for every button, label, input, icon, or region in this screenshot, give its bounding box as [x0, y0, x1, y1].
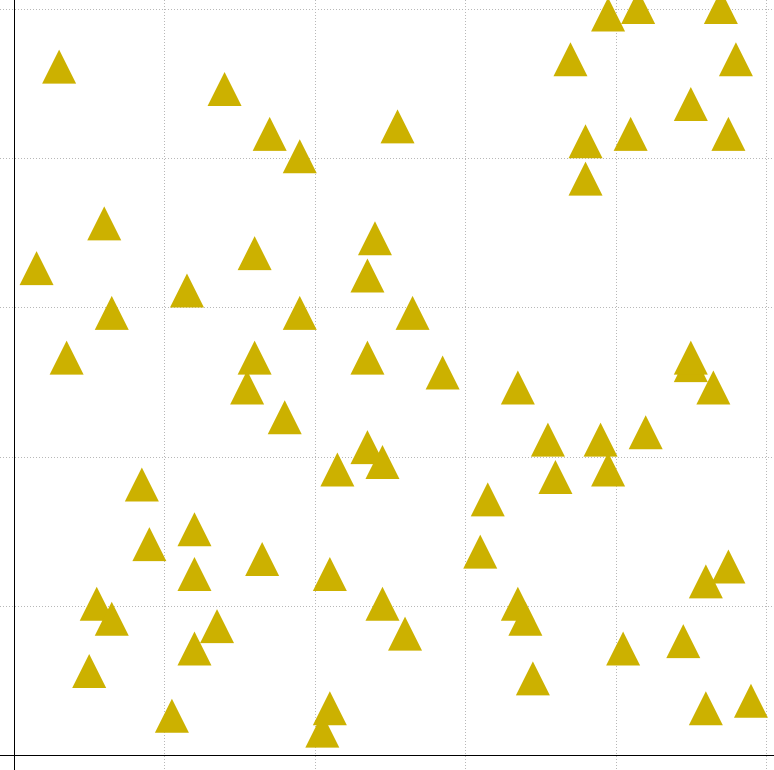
- data-point-marker: [155, 699, 189, 733]
- data-point-marker: [591, 0, 625, 31]
- data-point-marker: [358, 221, 392, 255]
- data-point-marker: [471, 482, 505, 516]
- data-point-marker: [388, 617, 422, 651]
- data-point-marker: [230, 370, 264, 404]
- data-point-marker: [674, 341, 708, 375]
- data-point-marker: [245, 542, 279, 576]
- data-points: [20, 0, 768, 748]
- data-point-marker: [463, 535, 497, 569]
- data-point-marker: [177, 512, 211, 546]
- data-point-marker: [538, 460, 572, 494]
- data-point-marker: [200, 609, 234, 643]
- data-point-marker: [350, 341, 384, 375]
- data-point-marker: [516, 661, 550, 695]
- data-point-marker: [177, 557, 211, 591]
- data-point-marker: [132, 527, 166, 561]
- data-point-marker: [606, 632, 640, 666]
- data-point-marker: [553, 42, 587, 76]
- data-point-marker: [283, 139, 317, 173]
- data-point-marker: [72, 654, 106, 688]
- data-point-marker: [734, 684, 768, 718]
- data-point-marker: [87, 206, 121, 240]
- data-point-marker: [689, 691, 723, 725]
- data-point-marker: [614, 117, 648, 151]
- data-point-marker: [591, 453, 625, 487]
- data-point-marker: [584, 423, 618, 457]
- data-point-marker: [621, 0, 655, 24]
- data-point-marker: [381, 109, 415, 143]
- data-point-marker: [674, 87, 708, 121]
- data-point-marker: [629, 415, 663, 449]
- data-point-marker: [704, 0, 738, 24]
- data-point-marker: [666, 624, 700, 658]
- data-point-marker: [531, 423, 565, 457]
- data-point-marker: [711, 117, 745, 151]
- data-point-marker: [426, 356, 460, 390]
- data-point-marker: [253, 117, 287, 151]
- data-point-marker: [170, 273, 204, 307]
- data-point-marker: [569, 162, 603, 196]
- data-point-marker: [20, 251, 54, 285]
- data-point-marker: [42, 50, 76, 84]
- data-point-marker: [313, 557, 347, 591]
- data-point-marker: [365, 587, 399, 621]
- data-point-marker: [268, 400, 302, 434]
- data-point-marker: [238, 236, 272, 270]
- data-point-marker: [350, 259, 384, 293]
- data-point-marker: [320, 453, 354, 487]
- data-point-marker: [125, 467, 159, 501]
- data-point-marker: [95, 296, 129, 330]
- data-point-marker: [501, 370, 535, 404]
- data-point-marker: [313, 691, 347, 725]
- data-point-marker: [719, 42, 753, 76]
- data-point-marker: [208, 72, 242, 106]
- data-point-marker: [569, 124, 603, 158]
- data-point-marker: [50, 341, 84, 375]
- data-point-marker: [396, 296, 430, 330]
- data-point-marker: [238, 341, 272, 375]
- data-point-marker: [711, 550, 745, 584]
- data-point-marker: [283, 296, 317, 330]
